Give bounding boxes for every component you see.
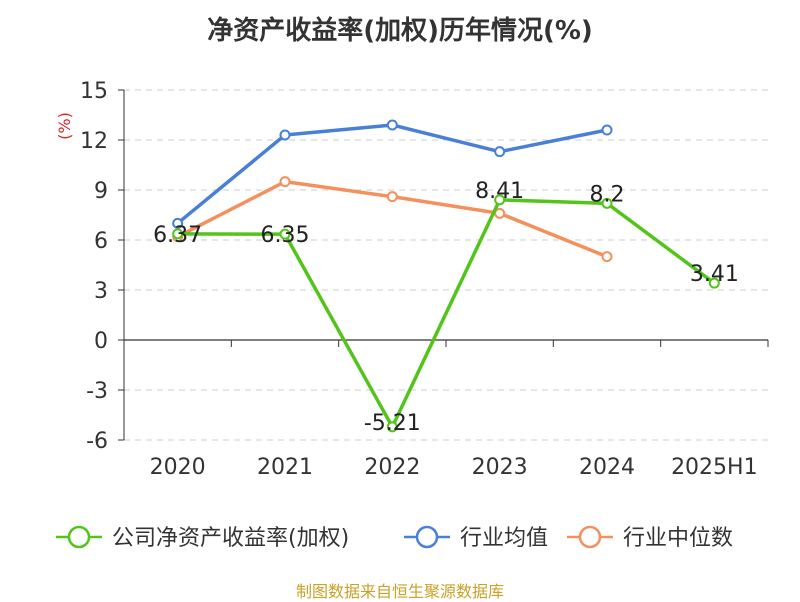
data-labels: 6.37 6.35 -5.21 8.41 8.2 3.41 [153,179,739,436]
data-point [708,277,720,289]
legend-marker [415,525,439,549]
y-tick-label: 3 [94,279,108,304]
data-point [279,228,291,240]
series-lines [172,119,720,433]
legend-label: 行业中位数 [623,526,733,551]
data-point [172,217,184,229]
source-note: 制图数据来自恒生聚源数据库 [295,582,504,601]
data-label: 6.37 [153,223,202,248]
y-tick-label: 15 [80,79,108,104]
legend-label: 公司净资产收益率(加权) [112,526,349,551]
y-tick-label: 9 [94,179,108,204]
y-tick-label: 12 [80,129,108,154]
legend-marker [67,525,91,549]
y-tick-label: -6 [86,429,108,454]
data-label: 3.41 [690,262,739,287]
x-tick-label: 2021 [257,455,313,480]
x-tick-label: 2025H1 [671,455,758,480]
data-point [601,251,613,263]
data-point [494,146,506,158]
x-tick-label: 2022 [364,455,420,480]
y-axis-label: (%) [55,112,74,140]
grid-lines [124,89,768,441]
legend: 公司净资产收益率(加权) 行业均值 行业中位数 [56,525,733,551]
legend-item: 公司净资产收益率(加权) [56,525,349,551]
axes: 15 12 9 6 3 0 -3 -6 2020 2021 2022 2023 2024 2025H1 (%… [55,79,769,480]
y-tick-label: 0 [94,329,108,354]
series-line [177,198,716,429]
data-label: 8.2 [590,182,625,207]
legend-label: 行业均值 [460,526,548,551]
data-point [172,228,184,240]
data-point [601,124,613,136]
y-tick-label: -3 [86,379,108,404]
y-tick-label: 6 [94,229,108,254]
data-label: 6.35 [261,223,310,248]
legend-item: 行业均值 [404,525,548,551]
data-point [601,197,613,209]
data-point [279,129,291,141]
legend-item: 行业中位数 [567,525,733,551]
legend-marker [578,525,602,549]
x-tick-label: 2020 [150,455,206,480]
data-label: 8.41 [475,179,524,204]
data-point [386,421,398,433]
data-point [386,119,398,131]
data-point [494,194,506,206]
data-point [386,191,398,203]
data-point [279,176,291,188]
x-tick-label: 2023 [472,455,528,480]
x-tick-label: 2024 [579,455,635,480]
data-label: -5.21 [364,411,421,436]
chart-title: 净资产收益率(加权)历年情况(%) [207,16,593,46]
